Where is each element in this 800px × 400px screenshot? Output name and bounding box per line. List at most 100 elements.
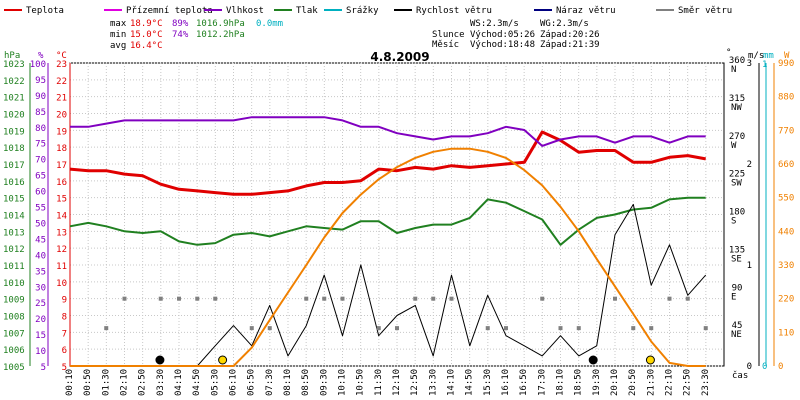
time-tick-label: 14:50	[465, 369, 475, 396]
legend-teplota: Teplota	[26, 6, 64, 16]
dir-tick-deg: 270	[729, 132, 745, 142]
stat-avg-label: avg	[110, 41, 126, 51]
c-tick-label: 7	[62, 329, 67, 339]
wind-direction-point	[395, 326, 399, 331]
hpa-tick-label: 1021	[3, 94, 25, 104]
ms-tick-label: 2	[747, 160, 752, 170]
wind-direction-point	[667, 296, 672, 301]
dir-tick-deg: 180	[729, 208, 745, 218]
c-tick-label: 16	[56, 178, 67, 188]
left-axes: 1023102210211020101910181017101610151014…	[3, 60, 71, 373]
wind-direction-point	[613, 296, 617, 301]
wind-direction-point	[504, 326, 508, 331]
hpa-tick-label: 1022	[3, 77, 25, 87]
dir-tick-deg: 315	[729, 94, 745, 104]
stat-min-hum: 74%	[172, 30, 189, 40]
time-tick-label: 20:50	[628, 369, 638, 396]
moonrise-marker	[588, 355, 598, 365]
wind-direction-point	[376, 326, 381, 331]
stats: max 18.9°C 89% 1016.9hPa 0.0mm min 15.0°…	[110, 19, 600, 51]
wind-direction-point	[340, 296, 345, 301]
dir-tick-deg: 45	[732, 321, 743, 331]
legend: Teplota Přízemní teplota Vlhkost Tlak Sr…	[4, 6, 732, 16]
c-tick-label: 21	[56, 94, 67, 104]
c-tick-label: 19	[56, 127, 67, 137]
time-tick-label: 21:30	[646, 369, 656, 396]
time-tick-label: 02:10	[120, 369, 130, 396]
wind-direction-point	[649, 326, 654, 331]
pct-tick-label: 65	[35, 172, 46, 182]
legend-rychlost-vetru: Rychlost větru	[416, 6, 492, 16]
w-tick-label: 330	[778, 261, 794, 271]
hpa-tick-label: 1013	[3, 228, 25, 238]
c-tick-label: 6	[62, 346, 67, 356]
pct-tick-label: 20	[35, 315, 46, 325]
wind-direction-point	[413, 296, 418, 301]
series-layer	[69, 116, 708, 367]
legend-tlak: Tlak	[296, 6, 318, 16]
time-tick-label: 06:50	[247, 369, 257, 396]
wind-direction-point	[631, 326, 636, 331]
hpa-tick-label: 1006	[3, 346, 25, 356]
mm-tick-label: 0	[762, 362, 767, 372]
time-tick-label: 04:10	[174, 369, 184, 396]
stat-wg: WG:2.3m/s	[540, 19, 589, 29]
wind-direction-point	[576, 326, 581, 331]
hpa-tick-label: 1014	[3, 212, 25, 222]
time-tick-label: 13:30	[428, 369, 438, 396]
legend-naraz-vetru: Náraz větru	[556, 6, 616, 16]
c-tick-label: 23	[56, 60, 67, 70]
legend-vlhkost: Vlhkost	[226, 6, 264, 16]
time-tick-label: 10:50	[356, 369, 366, 396]
pct-tick-label: 80	[35, 124, 46, 134]
pct-tick-label: 15	[35, 331, 46, 341]
wind-direction-point	[685, 296, 690, 301]
time-tick-label: 03:30	[156, 369, 166, 396]
series-line-z-en-	[70, 147, 706, 367]
pct-tick-label: 55	[35, 204, 46, 214]
hpa-tick-label: 1019	[3, 127, 25, 137]
stat-max-temp: 18.9°C	[130, 19, 163, 29]
time-tick-label: 05:30	[210, 369, 220, 396]
time-tick-label: 15:30	[483, 369, 493, 396]
dir-tick-name: E	[731, 292, 736, 302]
w-tick-label: 550	[778, 194, 794, 204]
wind-direction-point	[485, 326, 490, 331]
time-tick-label: 19:30	[592, 369, 602, 396]
time-tick-label: 18:50	[574, 369, 584, 396]
dir-tick-name: NW	[731, 103, 742, 113]
dir-tick-name: W	[731, 141, 737, 151]
time-tick-label: 12:50	[410, 369, 420, 396]
legend-smer-vetru: Směr větru	[678, 6, 732, 16]
wind-direction-point	[322, 296, 327, 301]
c-tick-label: 22	[56, 77, 67, 87]
hpa-tick-label: 1020	[3, 111, 25, 121]
hpa-tick-label: 1007	[3, 329, 25, 339]
wind-direction-point	[267, 326, 272, 331]
deg-unit-label: °	[726, 48, 731, 58]
wind-direction-point	[195, 296, 200, 301]
w-tick-label: 0	[778, 362, 783, 372]
c-tick-label: 5	[62, 363, 67, 373]
wind-direction-point	[449, 296, 454, 301]
pct-tick-label: 10	[35, 347, 46, 357]
time-tick-label: 10:10	[338, 369, 348, 396]
wind-direction-point	[558, 326, 563, 331]
pct-tick-label: 60	[35, 188, 46, 198]
pct-unit-label: %	[38, 51, 44, 61]
wind-direction-point	[703, 326, 708, 331]
series-line-teplota	[69, 130, 706, 196]
hpa-tick-label: 1017	[3, 161, 25, 171]
time-tick-label: 14:10	[447, 369, 457, 396]
stat-min-press: 1012.2hPa	[196, 30, 245, 40]
pct-tick-label: 100	[30, 60, 46, 70]
hpa-tick-label: 1009	[3, 296, 25, 306]
mm-tick-label: 1	[762, 60, 767, 70]
pct-tick-label: 25	[35, 299, 46, 309]
time-tick-label: 09:30	[319, 369, 329, 396]
legend-srazky: Srážky	[346, 6, 379, 16]
w-tick-label: 440	[778, 227, 794, 237]
chart-date-title: 4.8.2009	[370, 50, 429, 64]
legend-prizemni-teplota: Přízemní teplota	[126, 6, 213, 16]
moon-marker	[155, 355, 165, 365]
